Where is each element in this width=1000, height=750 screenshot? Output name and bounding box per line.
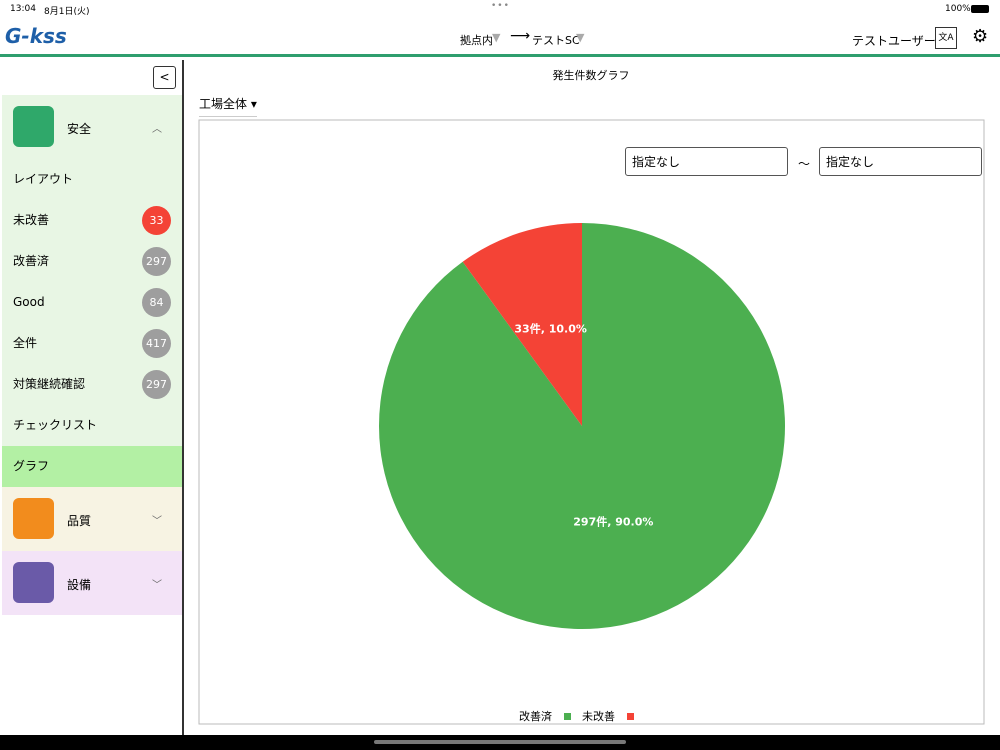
section-icon — [13, 498, 54, 539]
menu-item[interactable]: チェックリスト — [2, 405, 182, 446]
section-header[interactable]: 設備 ﹀ — [2, 551, 182, 615]
main: 工場全体 ▾ 指定なし ～ 指定なし — [184, 60, 1000, 735]
badge: 297 — [142, 370, 171, 399]
pie-slice — [462, 223, 582, 426]
chevron: ﹀ — [152, 516, 162, 527]
legend-label: 改善済 — [519, 709, 552, 723]
legend-swatch — [564, 713, 571, 720]
section-icon — [13, 562, 54, 603]
separator: ～ — [798, 157, 811, 171]
badge: 84 — [142, 288, 171, 317]
chevron: ﹀ — [152, 580, 162, 591]
legend-label: 未改善 — [582, 709, 615, 723]
menu-item[interactable]: 未改善 33 — [2, 200, 182, 241]
section-header[interactable]: 安全 ︿ — [2, 95, 182, 159]
logo[interactable]: G-kss — [5, 24, 67, 48]
arrow: ⟶ — [510, 28, 531, 44]
badge: 417 — [142, 329, 171, 358]
date-from[interactable]: 指定なし — [625, 147, 788, 176]
section-icon — [13, 106, 54, 147]
language-button[interactable]: 文A — [935, 27, 957, 49]
section-title: 設備 — [67, 578, 92, 592]
date-to[interactable]: 指定なし — [819, 147, 982, 176]
menu-label: 対策継続確認 — [13, 377, 86, 391]
menu-label: グラフ — [13, 459, 50, 473]
menu-item[interactable]: 対策継続確認 297 — [2, 364, 182, 405]
filter-label: 工場全体 — [199, 97, 248, 111]
menu-item[interactable]: Good 84 — [2, 282, 182, 323]
menu-label: 未改善 — [13, 213, 50, 227]
chevron: ︿ — [152, 124, 162, 135]
menu-item[interactable]: レイアウト — [2, 159, 182, 200]
menu-label: 全件 — [13, 336, 38, 350]
chart-title: 発生件数グラフ — [553, 68, 630, 82]
menu-item[interactable]: グラフ — [2, 446, 182, 487]
badge: 297 — [142, 247, 171, 276]
settings-button[interactable]: ⚙ — [972, 26, 989, 47]
menu-label: 改善済 — [13, 254, 50, 268]
battery-icon — [971, 5, 989, 13]
dots: ••• — [491, 1, 510, 11]
filter-dropdown[interactable]: 工場全体 ▾ — [199, 95, 257, 117]
sidebar: < 安全 ︿ レイアウト未改善 33 改善済 297 Good 84 全件 417 対策継続確認 29… — [0, 60, 184, 735]
menu-item[interactable]: 全件 417 — [2, 323, 182, 364]
chart-frame — [198, 119, 985, 725]
menu-label: チェックリスト — [13, 418, 98, 432]
collapse-button[interactable]: < — [153, 66, 176, 89]
header: G-kss 拠点内 ▼ ⟶ テストSC ▼ テストユーザー 文A ⚙ — [0, 18, 1000, 57]
menu-item[interactable]: 改善済 297 — [2, 241, 182, 282]
user-name[interactable]: テストユーザー — [852, 34, 936, 48]
status-bar: 13:04 8月1日(火) ••• 100% — [0, 0, 1000, 18]
route-to[interactable]: テストSC — [532, 34, 580, 47]
section-title: 品質 — [67, 514, 92, 528]
value-label: 33件, 10.0% — [514, 321, 586, 335]
date: 8月1日(火) — [44, 7, 90, 17]
chart: 発生件数グラフ 297件, 90.0% 33件, 10.0% 改善済 未改善 — [198, 68, 985, 725]
legend-swatch — [627, 713, 634, 720]
section-header[interactable]: 品質 ﹀ — [2, 487, 182, 551]
home-indicator — [374, 740, 626, 744]
value-label: 297件, 90.0% — [573, 515, 653, 529]
menu-label: Good — [13, 295, 45, 309]
home-bar — [0, 735, 1000, 750]
pie-slice — [378, 223, 785, 629]
badge: 33 — [142, 206, 171, 235]
menu-label: レイアウト — [13, 172, 74, 186]
dropdown-arrow: ▼ — [492, 31, 501, 44]
battery: 100% — [945, 4, 971, 14]
dropdown-arrow: ▼ — [576, 31, 585, 44]
section-title: 安全 — [67, 122, 92, 136]
time: 13:04 — [10, 4, 36, 14]
route-from[interactable]: 拠点内 — [460, 34, 493, 47]
